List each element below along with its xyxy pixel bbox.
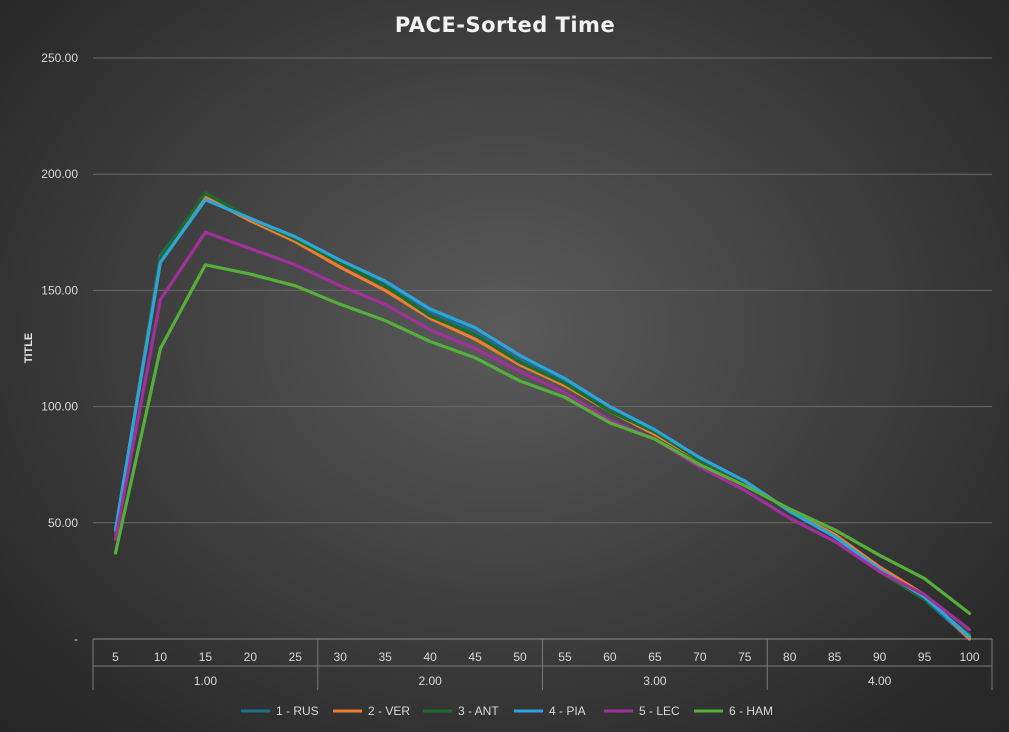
y-tick-label: 50.00 (48, 516, 78, 530)
x-tick-label: 25 (289, 650, 303, 664)
y-axis-label: TITLE (23, 333, 35, 364)
y-tick-label: 150.00 (41, 283, 78, 297)
x-tick-label: 30 (334, 650, 348, 664)
y-tick-label: 250.00 (41, 51, 78, 65)
x-group-label: 1.00 (194, 674, 218, 688)
x-tick-label: 15 (199, 650, 213, 664)
legend-label: 4 - PIA (549, 704, 586, 718)
series-line-3 (113, 191, 972, 637)
x-tick-label: 45 (468, 650, 482, 664)
series-line-5 (113, 230, 972, 632)
y-tick-label: 100.00 (41, 400, 78, 414)
legend-label: 3 - ANT (458, 704, 499, 718)
x-group-label: 2.00 (418, 674, 442, 688)
x-tick-label: 10 (154, 650, 168, 664)
x-group-label: 3.00 (643, 674, 667, 688)
x-tick-label: 65 (648, 650, 662, 664)
legend-item-2[interactable]: 2 - VER (333, 704, 410, 718)
legend[interactable]: 1 - RUS 2 - VER 3 - ANT 4 - PIA 5 - LEC 6 - H… (241, 704, 773, 718)
x-tick-label: 35 (378, 650, 392, 664)
legend-item-5[interactable]: 5 - LEC (604, 704, 680, 718)
legend-label: 6 - HAM (729, 704, 773, 718)
legend-item-1[interactable]: 1 - RUS (241, 704, 319, 718)
legend-item-4[interactable]: 4 - PIA (514, 704, 586, 718)
x-tick-label: 55 (558, 650, 572, 664)
axes: - 50.00 100.00 150.00 200.00 250.00 5 10 15 20 25 3… (41, 51, 993, 690)
x-tick-label: 80 (783, 650, 797, 664)
x-tick-label: 50 (513, 650, 527, 664)
series-line-6 (113, 263, 972, 616)
x-tick-label: 40 (423, 650, 437, 664)
y-tick-label: 200.00 (41, 167, 78, 181)
x-tick-label: 70 (693, 650, 707, 664)
x-tick-label: 95 (918, 650, 932, 664)
legend-label: 1 - RUS (276, 704, 319, 718)
x-tick-label: 5 (112, 650, 119, 664)
x-tick-label: 20 (244, 650, 258, 664)
y-tick-label: - (74, 632, 78, 646)
x-tick-label: 100 (960, 650, 980, 664)
chart-title: PACE-Sorted Time (395, 13, 615, 37)
legend-item-6[interactable]: 6 - HAM (694, 704, 773, 718)
x-tick-label: 85 (828, 650, 842, 664)
gridlines (93, 57, 992, 524)
legend-label: 2 - VER (368, 704, 410, 718)
series-line-1 (113, 195, 972, 641)
legend-item-3[interactable]: 3 - ANT (423, 704, 499, 718)
x-group-label: 4.00 (868, 674, 892, 688)
series-lines (113, 191, 972, 641)
legend-label: 5 - LEC (639, 704, 680, 718)
x-tick-label: 90 (873, 650, 887, 664)
series-line-4 (113, 198, 972, 639)
series-line-2 (113, 195, 972, 641)
x-tick-label: 75 (738, 650, 752, 664)
x-tick-label: 60 (603, 650, 617, 664)
